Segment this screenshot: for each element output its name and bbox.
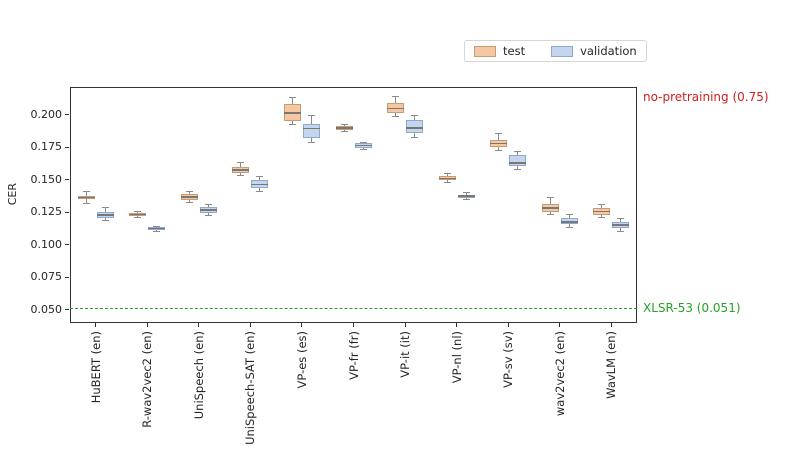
annotation-xlsr53: XLSR-53 (0.051) [643, 300, 741, 315]
x-tick-mark [507, 323, 509, 327]
x-tick-label: VP-it (it) [398, 331, 413, 378]
legend-item-test: test [474, 44, 525, 58]
x-tick-label: UniSpeech-SAT (en) [243, 331, 258, 445]
y-tick-mark [65, 114, 69, 116]
y-tick-label: 0.100 [30, 237, 63, 251]
validation-swatch-icon [551, 45, 574, 57]
test-swatch-icon [474, 45, 496, 57]
y-tick-label: 0.075 [30, 270, 63, 284]
legend-label-validation: validation [580, 44, 637, 58]
x-tick-label: VP-fr (fr) [346, 331, 361, 380]
x-tick-label: WavLM (en) [604, 331, 619, 399]
x-tick-label: HuBERT (en) [88, 331, 103, 404]
x-tick-mark [559, 323, 561, 327]
y-tick-mark [65, 179, 69, 181]
x-tick-mark [249, 323, 251, 327]
x-tick-mark [301, 323, 303, 327]
x-tick-label: VP-nl (nl) [449, 331, 464, 384]
legend-label-test: test [503, 44, 526, 58]
x-tick-mark [456, 323, 458, 327]
x-tick-label: R-wav2vec2 (en) [140, 331, 155, 428]
x-tick-mark [404, 323, 406, 327]
x-tick-label: VP-es (es) [294, 331, 309, 389]
y-tick-mark [65, 146, 69, 148]
y-tick-mark [65, 309, 69, 311]
x-tick-label: UniSpeech (en) [191, 331, 206, 420]
annotation-no-pretraining: no-pretraining (0.75) [643, 90, 769, 104]
y-tick-label: 0.125 [30, 205, 63, 219]
legend: test validation [464, 40, 647, 62]
x-tick-mark [146, 323, 148, 327]
y-tick-label: 0.050 [30, 302, 63, 316]
y-axis-title: CER [6, 183, 19, 206]
x-tick-mark [353, 323, 354, 327]
y-tick-label: 0.175 [30, 140, 63, 154]
x-tick-mark [610, 323, 612, 327]
y-tick-mark [65, 244, 69, 246]
plot-area [70, 87, 637, 323]
x-tick-label: VP-sv (sv) [501, 331, 516, 388]
x-tick-mark [198, 323, 200, 327]
y-tick-mark [65, 211, 69, 213]
legend-item-validation: validation [551, 44, 637, 58]
y-tick-label: 0.150 [30, 172, 63, 186]
y-tick-mark [65, 276, 69, 278]
x-tick-mark [95, 323, 97, 327]
y-tick-label: 0.200 [30, 107, 63, 121]
x-tick-label: wav2vec2 (en) [552, 331, 567, 417]
